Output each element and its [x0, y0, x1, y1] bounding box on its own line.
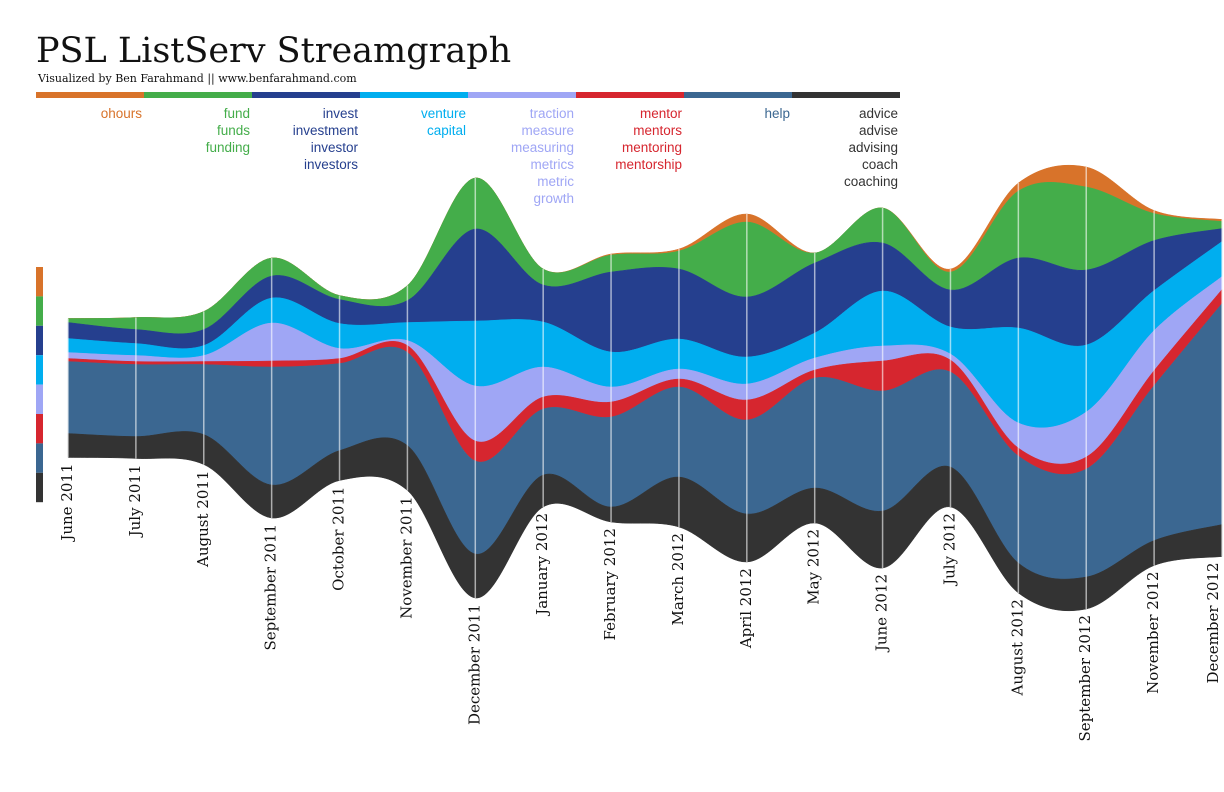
x-tick-label: July 2011 [126, 465, 144, 539]
chart-title: PSL ListServ Streamgraph [36, 31, 511, 71]
legend-term: coach [862, 157, 898, 172]
legend-term: funding [206, 140, 250, 155]
side-key [36, 472, 43, 503]
x-tick-label: November 2011 [397, 496, 415, 618]
x-tick-label: September 2012 [1076, 615, 1094, 741]
legend-term: venture [421, 106, 466, 121]
x-tick-label: December 2011 [465, 604, 483, 725]
legend-term: growth [533, 191, 574, 206]
x-tick-label: November 2012 [1144, 572, 1162, 694]
legend-term: measuring [511, 140, 574, 155]
x-tick-label: August 2011 [194, 471, 212, 568]
side-key [36, 443, 43, 473]
legend-term: metric [537, 174, 574, 189]
legend-term: mentorship [615, 157, 682, 172]
x-tick-label: August 2012 [1008, 599, 1026, 696]
legend-swatch [36, 92, 144, 98]
legend-term: investors [304, 157, 358, 172]
legend-swatch [468, 92, 576, 98]
x-tick-label: April 2012 [737, 568, 755, 649]
legend-term: invest [323, 106, 359, 121]
legend-term: ohours [101, 106, 143, 121]
x-tick-label: January 2012 [533, 513, 551, 617]
legend-term: advise [859, 123, 898, 138]
legend-term: advice [859, 106, 898, 121]
legend-term: advising [848, 140, 898, 155]
x-tick-label: June 2012 [873, 574, 891, 653]
side-key [36, 296, 43, 326]
x-tick-label: May 2012 [805, 529, 823, 605]
x-tick-label: September 2011 [262, 524, 280, 650]
legend-swatch [252, 92, 360, 98]
side-key [36, 325, 43, 356]
legend-swatch [792, 92, 900, 98]
stream-layer [67, 431, 1223, 612]
x-tick-label: June 2011 [58, 464, 76, 543]
legend-term: measure [521, 123, 574, 138]
legend-term: mentoring [622, 140, 682, 155]
side-key [36, 384, 43, 414]
x-tick-label: March 2012 [669, 533, 687, 625]
x-tick-label: October 2011 [330, 487, 348, 591]
side-key [36, 355, 43, 385]
legend-term: mentors [633, 123, 682, 138]
x-tick-label: February 2012 [601, 528, 619, 640]
legend-term: help [764, 106, 790, 121]
legend-swatch [684, 92, 792, 98]
x-tick-label: July 2012 [940, 513, 958, 587]
legend-swatch [360, 92, 468, 98]
legend-term: coaching [844, 174, 898, 189]
legend-term: fund [224, 106, 250, 121]
x-tick-label: December 2012 [1204, 563, 1222, 684]
legend-term: mentor [640, 106, 683, 121]
legend-term: capital [427, 123, 466, 138]
legend-term: funds [217, 123, 250, 138]
side-key [36, 267, 43, 297]
legend-swatch [144, 92, 252, 98]
chart-subtitle: Visualized by Ben Farahmand || www.benfa… [37, 72, 357, 86]
legend-term: investment [293, 123, 359, 138]
legend-term: investor [311, 140, 359, 155]
legend-swatch [576, 92, 684, 98]
side-key [36, 414, 43, 444]
legend-term: metrics [531, 157, 575, 172]
legend-term: traction [530, 106, 574, 121]
